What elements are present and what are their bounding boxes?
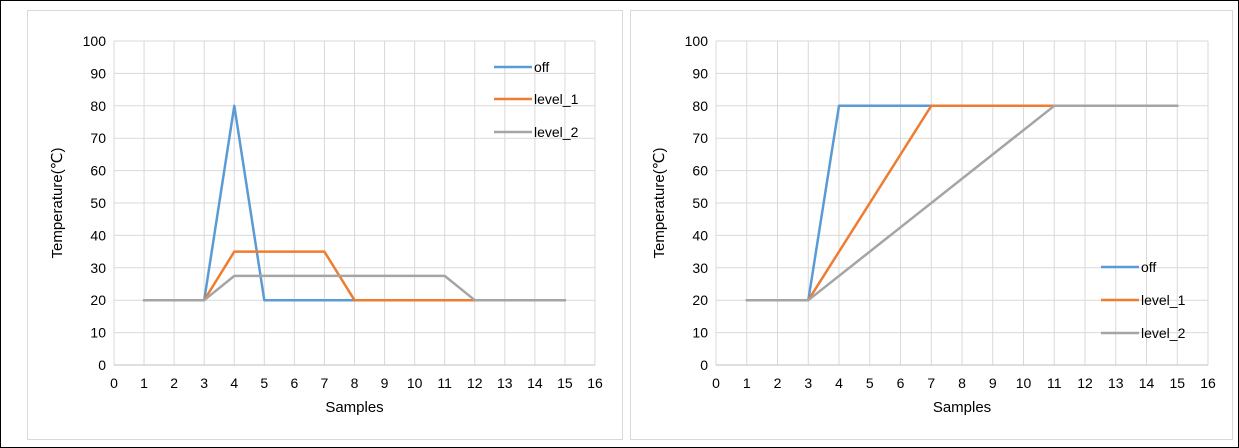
y-tick-label: 40: [692, 227, 708, 243]
chart-panel-right: 0 10 20 30 40 50 60 70 80 90 100 0 1 2 3 4 5 6 7 8 9 10 11 12 13…: [630, 10, 1233, 440]
y-tick-label: 10: [90, 325, 106, 341]
x-tick-label: 7: [927, 375, 935, 391]
y-tick-label: 100: [83, 33, 107, 49]
y-tick-label: 60: [90, 163, 106, 179]
y-tick-label: 30: [692, 260, 708, 276]
x-tick-label: 15: [1169, 375, 1185, 391]
x-tick-label: 4: [835, 375, 843, 391]
y-tick-label: 0: [700, 357, 708, 373]
y-tick-label: 30: [90, 260, 106, 276]
x-tick-label: 11: [437, 375, 452, 391]
series-lines: [745, 104, 1179, 302]
y-tick-label: 100: [685, 33, 709, 49]
y-tick-label: 50: [90, 195, 106, 211]
y-tick-label: 80: [90, 98, 106, 114]
y-tick-label: 70: [692, 130, 708, 146]
x-tick-label: 1: [743, 375, 751, 391]
legend-label: level_2: [1141, 325, 1186, 341]
y-tick-label: 90: [90, 65, 106, 81]
legend: off level_1 level_2: [1101, 259, 1186, 341]
legend: off level_1 level_2: [494, 59, 579, 140]
y-tick-label: 20: [692, 292, 708, 308]
series-lines: [142, 104, 567, 302]
x-tick-label: 14: [527, 375, 543, 391]
x-tick-label: 16: [1200, 375, 1216, 391]
x-axis-title: Samples: [325, 399, 383, 416]
x-tick-label: 6: [897, 375, 905, 391]
x-tick-label: 3: [804, 375, 812, 391]
x-tick-labels: 0 1 2 3 4 5 6 7 8 9 10 11 12 13 14 15 16: [712, 375, 1216, 391]
x-tick-label: 5: [260, 375, 268, 391]
y-tick-label: 90: [692, 65, 708, 81]
x-tick-label: 6: [290, 375, 298, 391]
x-tick-label: 4: [230, 375, 238, 391]
y-tick-labels: 0 10 20 30 40 50 60 70 80 90 100: [685, 33, 709, 373]
x-tick-label: 13: [497, 375, 513, 391]
x-tick-label: 10: [1016, 375, 1032, 391]
x-tick-label: 1: [140, 375, 148, 391]
gridlines: [715, 40, 1209, 365]
x-tick-label: 3: [200, 375, 208, 391]
x-tick-label: 12: [1077, 375, 1093, 391]
x-tick-label: 7: [321, 375, 329, 391]
series-line-level-2: [745, 104, 1179, 302]
x-tick-label: 2: [774, 375, 782, 391]
y-axis-title: Temperature(℃): [49, 147, 66, 258]
x-tick-label: 9: [989, 375, 997, 391]
y-tick-label: 50: [692, 195, 708, 211]
y-tick-label: 0: [98, 357, 106, 373]
x-tick-label: 16: [587, 375, 603, 391]
legend-label: off: [1141, 259, 1156, 275]
x-tick-label: 11: [1047, 375, 1062, 391]
y-axis-title: Temperature(℃): [651, 147, 668, 258]
y-tick-label: 40: [90, 227, 106, 243]
y-tick-label: 70: [90, 130, 106, 146]
x-tick-label: 2: [170, 375, 178, 391]
x-tick-label: 8: [351, 375, 359, 391]
x-tick-label: 0: [110, 375, 118, 391]
y-tick-label: 80: [692, 98, 708, 114]
x-tick-label: 13: [1108, 375, 1124, 391]
y-tick-label: 20: [90, 292, 106, 308]
x-tick-label: 12: [467, 375, 483, 391]
x-tick-label: 0: [712, 375, 720, 391]
y-tick-label: 10: [692, 325, 708, 341]
series-line-level-2: [142, 274, 567, 302]
legend-label: level_1: [534, 91, 579, 107]
legend-label: level_2: [534, 124, 579, 140]
legend-label: off: [534, 59, 549, 75]
gridlines: [113, 40, 596, 365]
x-tick-label: 8: [958, 375, 966, 391]
x-tick-label: 5: [866, 375, 874, 391]
x-axis-title: Samples: [933, 399, 991, 416]
y-tick-label: 60: [692, 163, 708, 179]
x-tick-labels: 0 1 2 3 4 5 6 7 8 9 10 11 12 13 14 15 16: [110, 375, 603, 391]
chart-panel-left: 0 10 20 30 40 50 60 70 80 90 100 0 1 2 3 4 5 6 7 8 9 10 11 12 13…: [27, 10, 623, 440]
y-tick-labels: 0 10 20 30 40 50 60 70 80 90 100: [83, 33, 107, 373]
x-tick-label: 10: [407, 375, 423, 391]
x-tick-label: 9: [381, 375, 389, 391]
legend-label: level_1: [1141, 292, 1186, 308]
x-tick-label: 14: [1139, 375, 1155, 391]
x-tick-label: 15: [557, 375, 573, 391]
